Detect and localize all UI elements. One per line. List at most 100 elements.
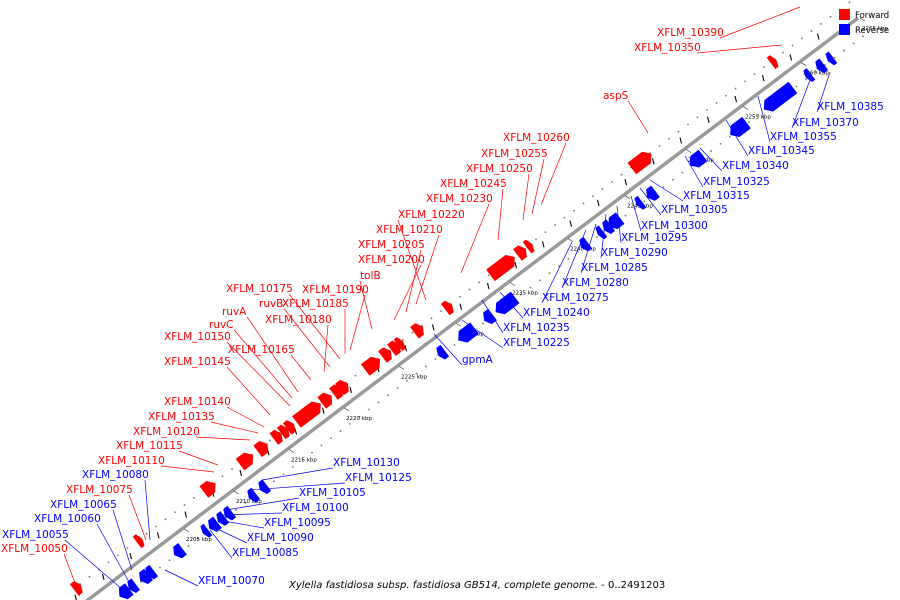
scale-tick-label: 2225 kbp	[401, 374, 427, 380]
forward-gene-arrow	[393, 337, 406, 352]
scale-dot	[140, 580, 142, 583]
minor-tick	[761, 75, 765, 82]
forward-gene-arrow	[627, 151, 652, 175]
scale-dot	[354, 374, 357, 377]
scale-tick	[288, 449, 295, 453]
scale-dot	[852, 42, 855, 45]
scale-dot	[117, 554, 119, 557]
forward-leader-line	[497, 188, 504, 241]
caption-range: - 0..2491203	[598, 580, 665, 591]
forward-leader-line	[195, 436, 251, 441]
reverse-leader-line	[630, 195, 642, 232]
reverse-gene-label: XFLM_10070	[198, 575, 265, 587]
reverse-leader-line	[541, 241, 573, 304]
forward-gene-label: XFLM_10180	[265, 314, 332, 326]
reverse-gene-label: XFLM_10295	[621, 232, 688, 244]
scale-dot	[563, 216, 566, 219]
reverse-gene-arrow	[145, 564, 159, 580]
forward-leader-line	[393, 264, 422, 321]
scale-dot	[687, 123, 689, 126]
scale-dot	[311, 451, 313, 454]
minor-tick	[541, 241, 545, 248]
reverse-gene-label: XFLM_10055	[2, 529, 69, 541]
scale-dot	[282, 473, 285, 476]
reverse-leader-line	[96, 523, 130, 583]
scale-dot	[753, 73, 756, 76]
scale-dot	[814, 71, 817, 74]
reverse-gene-arrow	[208, 516, 222, 532]
scale-dot	[696, 116, 699, 119]
forward-leader-line	[160, 465, 215, 473]
minor-tick	[514, 262, 518, 269]
scale-dot	[829, 15, 832, 18]
scale-dot	[155, 525, 157, 528]
scale-dot	[544, 231, 547, 234]
reverse-leader-line	[699, 147, 723, 172]
reverse-gene-label: XFLM_10100	[282, 502, 349, 514]
scale-dots	[79, 1, 864, 598]
scale-dot	[330, 437, 332, 440]
scale-dot	[558, 265, 560, 267]
scale-tick	[742, 106, 749, 110]
scale-dot	[539, 279, 541, 282]
forward-gene-arrow	[132, 534, 145, 549]
scale-dot	[744, 80, 746, 83]
scale-dot	[791, 44, 794, 47]
reverse-gene-label: XFLM_10345	[748, 145, 815, 157]
minor-tick	[651, 158, 655, 165]
forward-gene-arrow	[522, 239, 535, 254]
reverse-gene-arrow	[763, 81, 798, 112]
reverse-gene-label: XFLM_10300	[641, 220, 708, 232]
caption-organism: Xylella fastidiosa subsp. fastidiosa GB5…	[288, 580, 598, 591]
scale-dot	[620, 173, 623, 176]
scale-dot	[349, 422, 351, 425]
forward-leader-line	[323, 324, 329, 373]
reverse-gene-arrow	[803, 68, 816, 83]
reverse-gene-arrow	[223, 505, 237, 521]
scale-dot	[421, 324, 423, 327]
reverse-gene-arrow	[458, 322, 479, 343]
forward-gene-label: XFLM_10185	[282, 298, 349, 310]
forward-leader-line	[349, 294, 366, 351]
forward-gene-label: XFLM_10200	[358, 254, 425, 266]
forward-gene-label: XFLM_10165	[228, 344, 295, 356]
reverse-gene-label: XFLM_10340	[722, 160, 789, 172]
forward-leader-line	[540, 142, 567, 206]
reverse-gene-label: XFLM_10130	[333, 457, 400, 469]
reverse-gene-label: XFLM_10355	[770, 131, 837, 143]
minor-tick	[816, 33, 820, 40]
forward-gene-label: XFLM_10245	[440, 178, 507, 190]
forward-gene-arrow	[269, 429, 283, 445]
scale-dot	[434, 358, 437, 361]
forward-gene-label: XFLM_10075	[66, 484, 133, 496]
forward-gene-label: XFLM_10110	[98, 455, 165, 467]
reverse-gene-arrow	[436, 344, 450, 360]
forward-gene-arrow	[387, 340, 401, 357]
forward-gene-label: XFLM_10145	[164, 356, 231, 368]
legend-forward-label: Forward	[855, 11, 889, 21]
minor-tick	[101, 573, 105, 581]
reverse-gene-arrow	[815, 58, 829, 74]
scale-dot	[164, 518, 167, 521]
forward-gene-label: XFLM_10190	[302, 284, 369, 296]
scale-dot	[406, 379, 408, 382]
scale-dot	[183, 504, 186, 506]
reverse-gene-label: XFLM_10125	[345, 472, 412, 484]
forward-leader-line	[283, 308, 331, 368]
legend-forward-swatch	[839, 9, 850, 20]
forward-gene-label: XFLM_10140	[164, 396, 231, 408]
scale-tick-label: 2235 kbp	[512, 290, 538, 296]
scale-dot	[339, 430, 342, 432]
forward-gene-arrow	[360, 356, 381, 376]
minor-tick	[349, 386, 353, 394]
forward-gene-arrow	[317, 392, 333, 409]
scale-dot	[810, 30, 813, 33]
reverse-gene-label: XFLM_10305	[661, 204, 728, 216]
reverse-gene-arrow	[200, 523, 213, 538]
scale-dot	[430, 317, 433, 320]
reverse-gene-arrow	[258, 479, 272, 495]
scale-tick-label: 2210 kbp	[236, 499, 262, 505]
scale-dot	[611, 180, 613, 183]
scale-tick-label: 2260 kbp	[803, 71, 829, 77]
scale-dot	[402, 338, 404, 341]
